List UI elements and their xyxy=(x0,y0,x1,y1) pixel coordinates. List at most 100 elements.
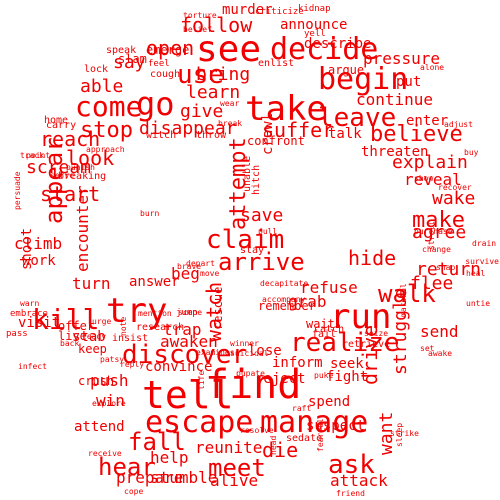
word-stumble: stumble xyxy=(150,468,218,487)
word-kidnap: kidnap xyxy=(298,4,331,14)
word-arrive: arrive xyxy=(218,248,305,276)
word-warn: warn xyxy=(20,299,40,308)
word-stay: stay xyxy=(240,245,265,256)
word-learn: learn xyxy=(186,82,241,103)
word-agree: agree xyxy=(412,222,467,243)
word-reject: reject xyxy=(255,371,306,387)
word-approach: approach xyxy=(86,145,125,154)
word-decapitate: decapitate xyxy=(260,279,309,288)
word-decide: decide xyxy=(270,32,379,67)
word-go: go xyxy=(136,85,175,123)
word-keep: keep xyxy=(78,342,107,356)
word-accompany: accompany xyxy=(262,295,306,304)
word-realize: realize xyxy=(290,328,400,358)
word-begin: begin xyxy=(318,62,409,97)
word-infect: infect xyxy=(18,362,47,371)
word-pass: pass xyxy=(6,329,28,339)
word-sedate: sedate xyxy=(286,433,323,444)
word-tell: tell xyxy=(142,373,234,417)
word-seek: seek xyxy=(330,356,364,372)
word-move: move xyxy=(200,269,220,278)
word-convince: convince xyxy=(145,359,213,375)
word-awaken: awaken xyxy=(160,332,218,351)
word-put: put xyxy=(396,74,422,90)
word-find: find xyxy=(205,362,302,408)
word-claim: claim xyxy=(206,225,285,255)
word-wear: wear xyxy=(220,99,240,108)
word-escape: escape xyxy=(145,405,254,440)
word-drain: drain xyxy=(472,239,497,248)
word-save: save xyxy=(240,205,284,226)
word-strike: strike xyxy=(390,429,419,438)
word-show: show xyxy=(414,174,434,183)
word-walk: walk xyxy=(378,280,436,308)
word-cough: cough xyxy=(150,69,181,80)
word-rescue: rescue xyxy=(211,286,225,330)
word-inform: inform xyxy=(272,355,323,371)
word-murder: murder xyxy=(222,2,273,18)
word-retrieve: retrieve xyxy=(342,339,391,350)
word-fall: fall xyxy=(128,428,186,456)
word-point: point xyxy=(26,151,51,160)
word-seize: seize xyxy=(364,329,389,338)
word-life: life xyxy=(197,370,206,390)
word-grab: grab xyxy=(288,292,327,311)
word-feel: feel xyxy=(148,59,170,69)
word-explain: explain xyxy=(392,152,468,173)
word-attack: attack xyxy=(330,471,388,490)
word-burn: burn xyxy=(140,209,160,218)
word-snap: snap xyxy=(436,263,456,272)
word-persuade: persuade xyxy=(13,171,22,210)
word-work: work xyxy=(22,253,56,269)
word-prepare: prepare xyxy=(116,468,184,487)
word-ask: ask xyxy=(328,450,375,480)
word-continue: continue xyxy=(356,90,434,109)
word-punish: punish xyxy=(66,163,95,172)
word-marshal: marshal xyxy=(399,283,408,317)
word-fight: fight xyxy=(326,369,369,385)
word-slam: slam xyxy=(118,52,147,66)
word-raft: raft xyxy=(292,404,312,413)
word-give: give xyxy=(180,101,224,122)
word-note: note xyxy=(119,316,128,336)
word-serve: serve xyxy=(50,171,75,180)
word-turn: turn xyxy=(72,274,111,293)
word-die: die xyxy=(262,438,299,462)
word-wait: wait xyxy=(306,317,335,331)
word-torture: torture xyxy=(183,11,217,20)
word-take: take xyxy=(245,89,327,129)
word-track: track xyxy=(20,151,45,160)
word-stop: stop xyxy=(80,118,133,143)
word-enter: enter xyxy=(406,113,449,129)
word-adjust: adjust xyxy=(444,120,473,129)
word-reply: reply xyxy=(120,360,145,369)
word-suicidal: suicidal xyxy=(230,349,269,358)
word-help: help xyxy=(150,448,189,467)
word-survive: survive xyxy=(465,257,499,266)
word-awake: awake xyxy=(428,349,453,358)
word-friend: friend xyxy=(336,489,365,498)
word-pupate: pupate xyxy=(236,369,265,378)
word-disappear: disappear xyxy=(139,118,237,139)
word-examines: examines xyxy=(196,348,235,357)
word-live: live xyxy=(58,329,87,343)
word-wake: wake xyxy=(432,188,476,209)
word-stab: stab xyxy=(72,329,106,345)
word-follow: follow xyxy=(180,13,253,37)
word-open: open xyxy=(146,36,195,60)
word-break: break xyxy=(218,119,243,128)
word-throw: throw xyxy=(196,130,227,141)
word-refuse: refuse xyxy=(300,278,358,297)
word-announce: announce xyxy=(280,17,348,33)
word-start: start xyxy=(40,182,101,206)
word-carry: carry xyxy=(46,120,77,131)
word-crush: crush xyxy=(78,374,115,388)
word-meet: meet xyxy=(208,454,266,482)
word-catch: catch xyxy=(314,324,345,335)
word-try: try xyxy=(106,291,168,331)
word-puke: puke xyxy=(314,371,334,380)
word-describe: describe xyxy=(304,36,372,52)
word-push: push xyxy=(90,371,129,390)
word-breaking: breaking xyxy=(58,171,107,182)
word-able: able xyxy=(80,76,124,97)
